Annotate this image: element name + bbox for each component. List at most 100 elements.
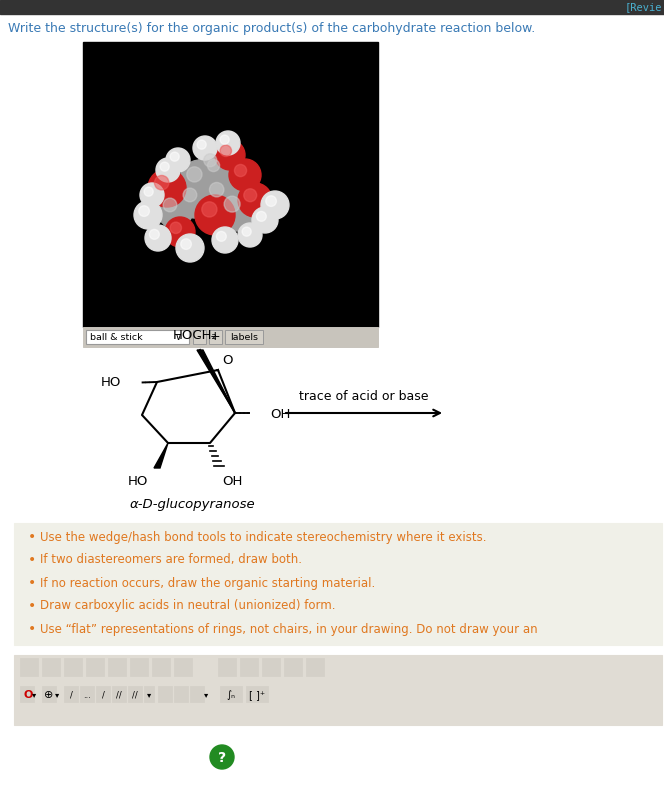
Text: ?: ? [218, 751, 226, 765]
Bar [158, 686, 172, 702]
Bar [284, 658, 302, 676]
Bar [262, 658, 280, 676]
Circle shape [170, 152, 179, 162]
Circle shape [238, 223, 262, 247]
Circle shape [210, 745, 234, 769]
Circle shape [203, 176, 241, 214]
Circle shape [220, 135, 229, 144]
Circle shape [155, 175, 169, 190]
Bar [20, 658, 38, 676]
Bar [152, 658, 170, 676]
Bar [218, 658, 236, 676]
Circle shape [157, 192, 193, 228]
FancyBboxPatch shape [86, 330, 189, 344]
Bar [96, 686, 110, 702]
Bar [64, 658, 82, 676]
Circle shape [204, 154, 216, 166]
Circle shape [244, 189, 257, 201]
Text: •: • [28, 553, 37, 567]
Bar [130, 658, 148, 676]
Circle shape [216, 131, 240, 155]
Bar [0, 0, 664, 14]
Circle shape [198, 148, 232, 182]
Bar [246, 686, 268, 702]
Bar [14, 523, 662, 645]
Text: labels: labels [230, 333, 258, 341]
Circle shape [177, 182, 213, 218]
Circle shape [256, 212, 266, 221]
Text: ▾: ▾ [147, 690, 151, 700]
Text: •: • [28, 622, 37, 636]
Text: Write the structure(s) for the organic product(s) of the carbohydrate reaction b: Write the structure(s) for the organic p… [8, 22, 535, 35]
Circle shape [252, 207, 278, 233]
Bar [306, 658, 324, 676]
Circle shape [261, 191, 289, 219]
Polygon shape [154, 443, 168, 468]
Text: •: • [28, 599, 37, 613]
Text: +: + [210, 330, 220, 344]
Bar [240, 658, 258, 676]
Text: •: • [28, 576, 37, 590]
Circle shape [220, 145, 232, 157]
Text: Draw carboxylic acids in neutral (unionized) form.: Draw carboxylic acids in neutral (unioni… [40, 599, 335, 612]
Bar [20, 686, 34, 702]
Circle shape [166, 148, 190, 172]
Text: O: O [24, 690, 33, 700]
Circle shape [238, 183, 272, 217]
Circle shape [212, 227, 238, 253]
Text: trace of acid or base: trace of acid or base [299, 390, 429, 403]
Circle shape [176, 234, 204, 262]
FancyBboxPatch shape [209, 330, 222, 344]
Circle shape [234, 165, 246, 177]
Text: If no reaction occurs, draw the organic starting material.: If no reaction occurs, draw the organic … [40, 576, 375, 590]
Circle shape [197, 140, 207, 149]
Bar [144, 686, 154, 702]
Text: ∨: ∨ [175, 332, 182, 342]
Text: ∫ₙ: ∫ₙ [226, 690, 236, 700]
Circle shape [181, 239, 191, 249]
Circle shape [165, 217, 195, 247]
Text: OH: OH [222, 475, 242, 488]
Circle shape [229, 159, 261, 191]
Circle shape [217, 189, 259, 231]
Circle shape [224, 196, 240, 212]
Text: HO: HO [101, 377, 121, 389]
Circle shape [149, 229, 159, 240]
Polygon shape [197, 350, 235, 413]
Circle shape [144, 187, 153, 196]
Text: [Revie: [Revie [625, 2, 662, 12]
Bar [83, 327, 378, 347]
Text: ▾: ▾ [32, 690, 37, 700]
Text: ball & stick: ball & stick [90, 333, 143, 341]
Circle shape [156, 158, 180, 182]
Text: HOCH₂: HOCH₂ [173, 329, 217, 342]
Circle shape [145, 225, 171, 251]
Bar [108, 658, 126, 676]
Circle shape [160, 162, 169, 171]
Text: ...: ... [83, 690, 91, 700]
Text: •: • [28, 530, 37, 544]
Text: Use “flat” representations of rings, not chairs, in your drawing. Do not draw yo: Use “flat” representations of rings, not… [40, 622, 538, 635]
Bar [14, 727, 259, 796]
Circle shape [140, 183, 164, 207]
Circle shape [183, 188, 197, 202]
Bar [190, 686, 204, 702]
FancyBboxPatch shape [193, 330, 206, 344]
Circle shape [180, 160, 220, 200]
Circle shape [187, 167, 202, 182]
Bar [80, 686, 94, 702]
Text: ▾: ▾ [204, 690, 208, 700]
Bar [128, 686, 142, 702]
Circle shape [170, 222, 181, 233]
Text: OH: OH [270, 408, 290, 420]
Text: HO: HO [127, 475, 148, 488]
Bar [42, 658, 60, 676]
Bar [14, 655, 662, 725]
Bar [83, 42, 378, 327]
Text: ▾: ▾ [55, 690, 59, 700]
Text: O: O [222, 354, 232, 367]
Circle shape [215, 140, 245, 170]
Bar [42, 686, 56, 702]
Text: /: / [70, 690, 72, 700]
Circle shape [195, 195, 235, 235]
